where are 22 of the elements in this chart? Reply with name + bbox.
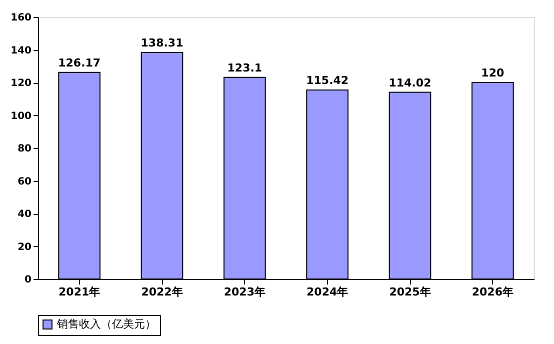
y-tick-label: 80 — [18, 144, 32, 154]
x-tick-label: 2024年 — [306, 286, 348, 298]
data-label: 115.42 — [306, 74, 349, 87]
x-tick-label: 2025年 — [389, 286, 431, 298]
y-tick-label: 40 — [18, 209, 32, 220]
y-tick-label: 120 — [10, 78, 32, 89]
data-label: 114.02 — [388, 76, 432, 90]
y-tick-label: 140 — [10, 45, 32, 56]
x-tick-label: 2026年 — [472, 286, 514, 298]
y-tick-label: 100 — [10, 110, 32, 122]
y-tick-label: 0 — [24, 274, 32, 286]
data-label: 120 — [481, 66, 504, 80]
legend-label: 销售收入（亿美元） — [56, 318, 156, 330]
x-tick-label: 2022年 — [141, 286, 183, 298]
data-label: 123.1 — [227, 61, 262, 74]
y-tick-label: 20 — [18, 242, 32, 253]
x-tick-label: 2021年 — [58, 286, 100, 298]
y-tick-label: 60 — [18, 176, 32, 188]
x-tick-label: 2023年 — [224, 286, 266, 298]
data-label: 126.17 — [58, 56, 101, 70]
y-tick-label: 160 — [10, 12, 32, 24]
data-label: 138.31 — [140, 36, 184, 50]
